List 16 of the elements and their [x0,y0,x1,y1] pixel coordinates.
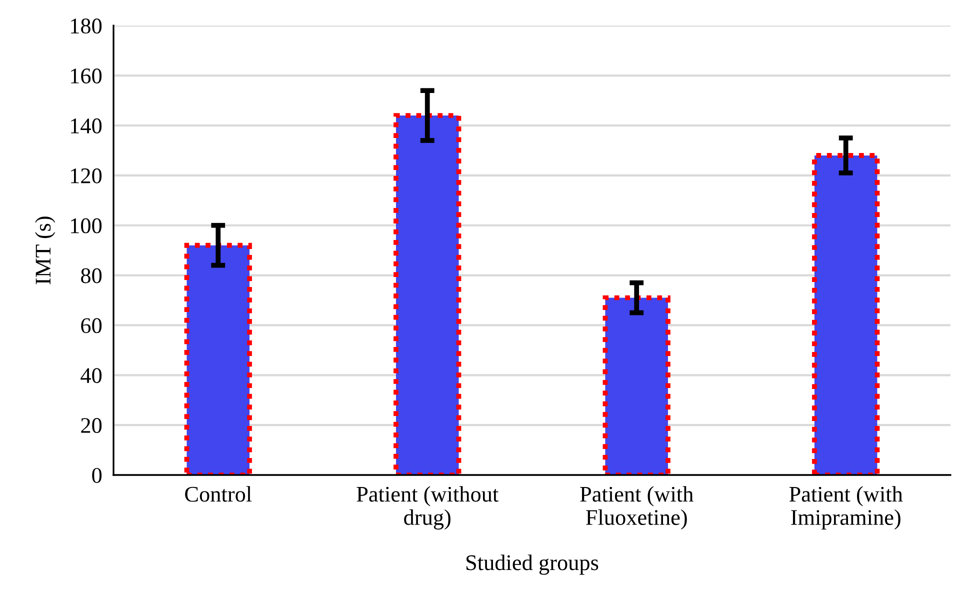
y-tick-label: 0 [92,468,102,483]
y-tick-label: 20 [81,418,102,434]
x-axis-title: Studied groups [466,554,598,575]
x-tick-label: Control [185,486,252,502]
y-tick-label: 40 [80,368,102,384]
y-tick-label: 100 [71,218,102,234]
x-tick-label: Patient (with Fluoxetine) [580,486,694,530]
y-tick-label: 60 [81,318,102,334]
y-tick-label: 180 [71,18,102,34]
x-tick-label: Patient (without drug) [356,486,499,530]
y-tick-label: 160 [71,68,102,84]
y-tick-label: 120 [71,168,102,184]
y-axis-title: IMT (s) [35,216,56,284]
y-tick-label: 140 [71,118,102,134]
y-tick-label: 80 [81,268,102,284]
x-tick-label: Patient (with Imipramine) [789,486,903,530]
